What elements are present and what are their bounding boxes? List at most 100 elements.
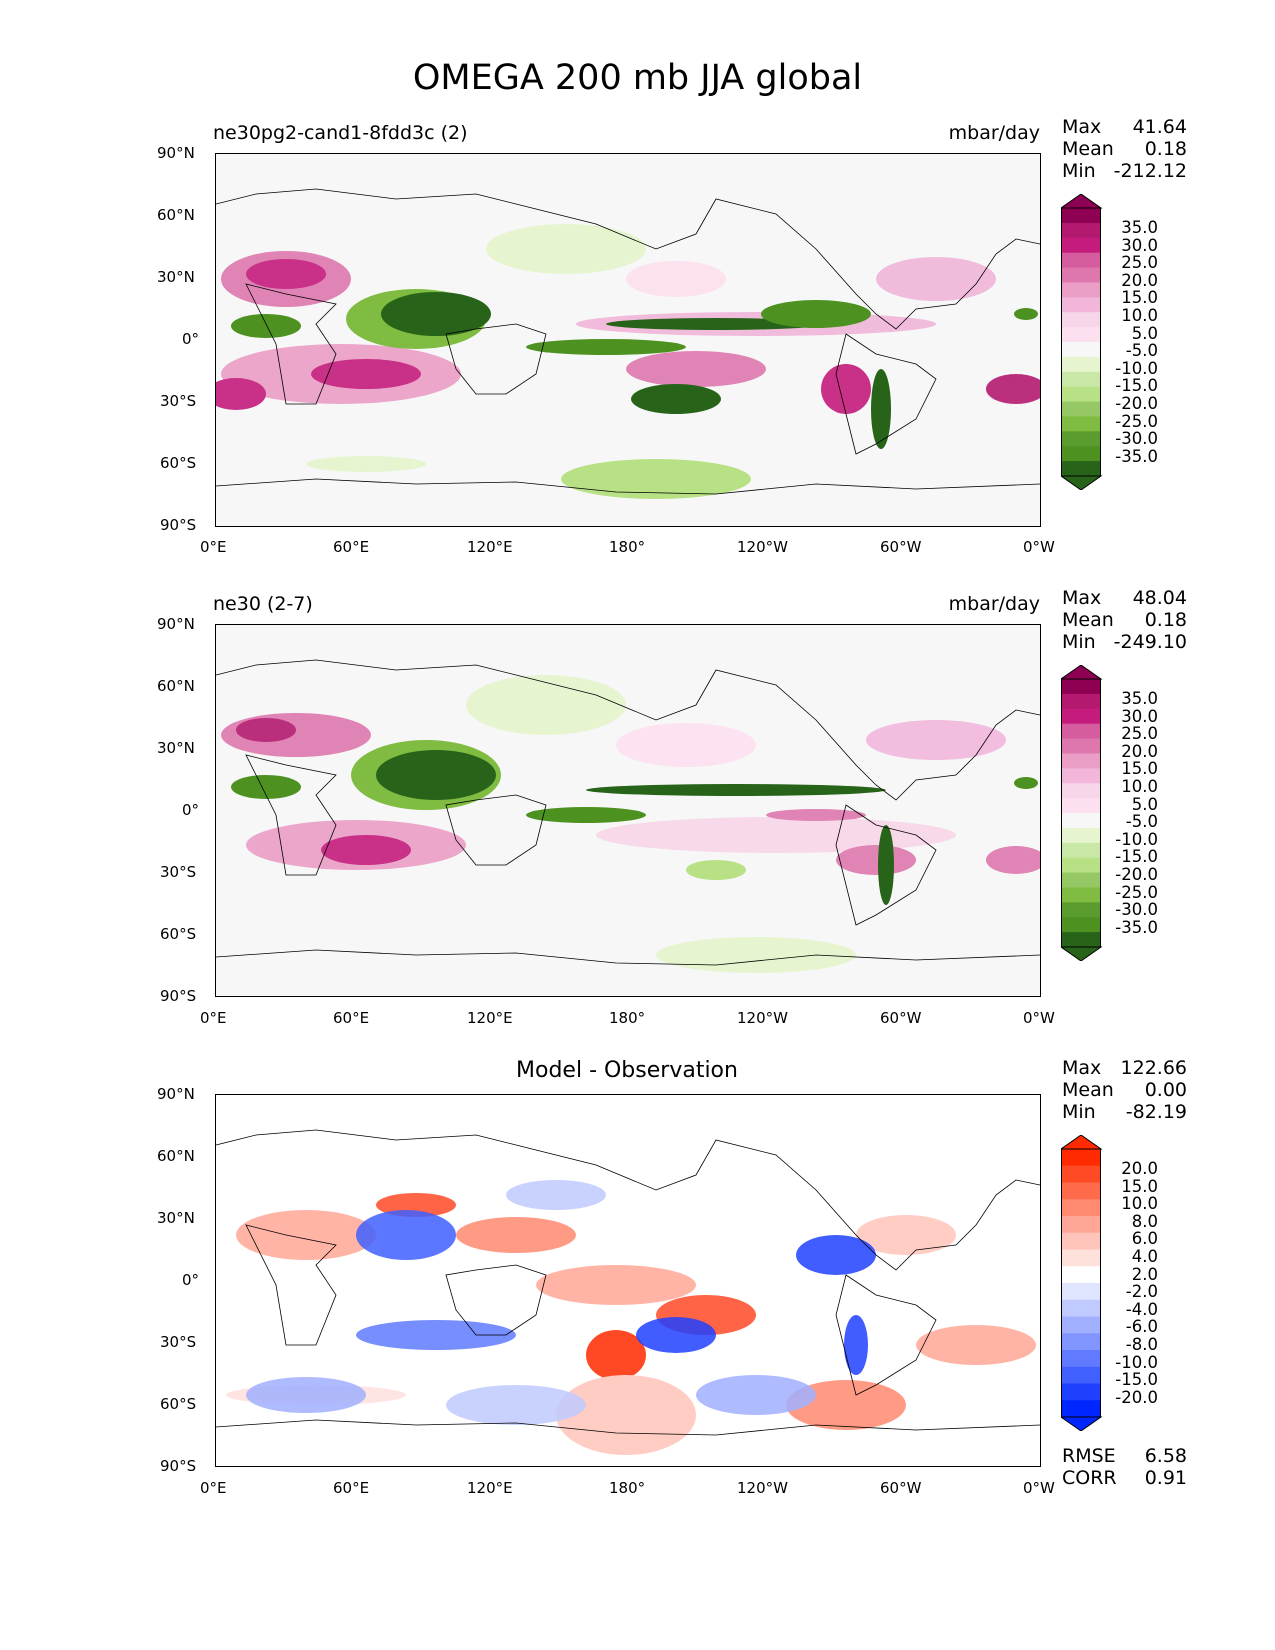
colorbar-tick-label: 10.0 (1121, 306, 1158, 325)
colorbar-segment (1061, 1182, 1101, 1200)
colorbar-tick-label: 20.0 (1121, 741, 1158, 761)
colorbar-extend-bottom (1059, 1416, 1103, 1432)
colorbar-segment (1061, 1299, 1101, 1317)
panel-2-ytick: 90°S (160, 987, 197, 1005)
colorbar-segment (1061, 356, 1101, 373)
colorbar-segment (1061, 917, 1101, 933)
colorbar-segment (1061, 1366, 1101, 1384)
panel-1-ytick: 30°N (157, 268, 195, 286)
colorbar-segment (1061, 1266, 1101, 1284)
colorbar-tick-label: -15.0 (1115, 1370, 1158, 1390)
panel-1-ytick: 30°S (160, 392, 197, 410)
colorbar-segment (1061, 902, 1101, 918)
coastlines (216, 188, 1040, 495)
stat-label: CORR (1062, 1467, 1117, 1489)
colorbar-segment (1061, 738, 1101, 754)
colorbar-tick-label: 15.0 (1121, 288, 1158, 308)
panel-3-xtick: 60°W (880, 1479, 922, 1497)
panel-3-ytick: 60°S (160, 1395, 197, 1413)
omega-field-negative (231, 224, 1038, 499)
stat-value: 0.00 (1144, 1079, 1187, 1101)
colorbar-segment (1061, 723, 1101, 740)
stat-label: Mean (1062, 609, 1114, 631)
stat-label: Max (1062, 587, 1102, 609)
panel-3-ytick: 60°N (157, 1147, 195, 1165)
colorbar-border (1061, 207, 1101, 477)
stat-label: Mean (1062, 1079, 1114, 1101)
panel-3-title: Model - Observation (516, 1058, 738, 1083)
colorbar-tick-label: -8.0 (1125, 1335, 1158, 1354)
colorbar-tick-label: -30.0 (1115, 429, 1158, 449)
panel-3-xtick: 180° (609, 1479, 646, 1497)
colorbar-tick-label: 5.0 (1131, 323, 1158, 343)
colorbar-tick-label: 30.0 (1121, 235, 1158, 255)
colorbar-tick-label: -10.0 (1115, 1352, 1158, 1372)
colorbar-tick-label: 35.0 (1121, 218, 1158, 237)
coastlines (216, 1129, 1040, 1436)
colorbar-segment (1061, 857, 1101, 874)
colorbar-tick-label: -10.0 (1115, 829, 1158, 849)
panel-3-ytick: 30°S (160, 1333, 197, 1351)
stat-label: Max (1062, 116, 1102, 138)
panel-2-ytick: 30°S (160, 863, 197, 881)
colorbar-tick-label: -15.0 (1115, 847, 1158, 867)
panel-3-xtick: 0°E (200, 1479, 227, 1497)
colorbar-tick-label: 15.0 (1121, 759, 1158, 779)
colorbar-segment (1061, 416, 1101, 432)
colorbar-tick-label: 15.0 (1121, 1176, 1158, 1196)
colorbar-tick-label: 25.0 (1121, 253, 1158, 273)
figure-title: OMEGA 200 mb JJA global (412, 58, 863, 98)
panel-1-xtick: 180° (609, 538, 646, 556)
colorbar-tick-label: -30.0 (1115, 900, 1158, 920)
panel-3-ytick: 0° (182, 1271, 200, 1289)
colorbar-segment (1061, 327, 1101, 343)
colorbar-tick-label: -2.0 (1125, 1282, 1158, 1302)
colorbar-tick-label: -20.0 (1115, 394, 1158, 413)
colorbar-tick-label: 35.0 (1121, 689, 1158, 708)
colorbar-segment (1061, 312, 1101, 328)
panel-2-map (215, 624, 1041, 997)
colorbar-segment (1061, 461, 1101, 477)
colorbar-segment (1061, 798, 1101, 814)
panel-1-ytick: 90°S (160, 516, 197, 534)
colorbar-segment (1061, 708, 1101, 725)
colorbar-tick-label: -25.0 (1115, 411, 1158, 431)
colorbar-extend-bottom (1059, 946, 1103, 962)
panel-1-stats: Max 41.64 Mean 0.18 Min -212.12 (1062, 116, 1187, 182)
panel-1-xtick: 60°E (333, 538, 370, 556)
panel-3-colorbar (1059, 1134, 1105, 1432)
colorbar-tick-label: 20.0 (1121, 1159, 1158, 1178)
panel-3-stats: Max 122.66 Mean 0.00 Min -82.19 (1062, 1057, 1187, 1123)
colorbar-segment (1061, 342, 1101, 358)
colorbar-segment (1061, 222, 1101, 239)
colorbar-border (1061, 678, 1101, 948)
colorbar-tick-label: -5.0 (1125, 812, 1158, 832)
panel-2-xtick: 120°E (467, 1009, 513, 1027)
colorbar-tick-label: 30.0 (1121, 706, 1158, 726)
colorbar-tick-label: 4.0 (1131, 1247, 1158, 1266)
stat-label: Min (1062, 160, 1096, 182)
colorbar-segment (1061, 1333, 1101, 1351)
stat-label: Mean (1062, 138, 1114, 160)
colorbar-border (1061, 1148, 1101, 1418)
colorbar-segment (1061, 1165, 1101, 1183)
panel-1-title: ne30pg2-cand1-8fdd3c (2) (213, 122, 468, 144)
panel-2-xtick: 60°E (333, 1009, 370, 1027)
colorbar-segment (1061, 1283, 1101, 1301)
colorbar-segment (1061, 693, 1101, 710)
colorbar-segment (1061, 1249, 1101, 1267)
stat-value: 0.91 (1144, 1467, 1187, 1489)
colorbar-segment (1061, 446, 1101, 462)
colorbar-segment (1061, 932, 1101, 948)
colorbar-tick-label: -35.0 (1115, 917, 1158, 937)
colorbar-extend-top (1059, 1134, 1103, 1150)
colorbar-segment (1061, 813, 1101, 829)
colorbar-segment (1061, 297, 1101, 313)
panel-2-title: ne30 (2-7) (213, 593, 313, 615)
stat-value: -249.10 (1113, 631, 1187, 653)
colorbar-extend-top (1059, 664, 1103, 680)
colorbar-tick-label: 10.0 (1121, 777, 1158, 796)
colorbar-segment (1061, 783, 1101, 799)
panel-2-units: mbar/day (948, 593, 1040, 615)
colorbar-segment (1061, 401, 1101, 417)
